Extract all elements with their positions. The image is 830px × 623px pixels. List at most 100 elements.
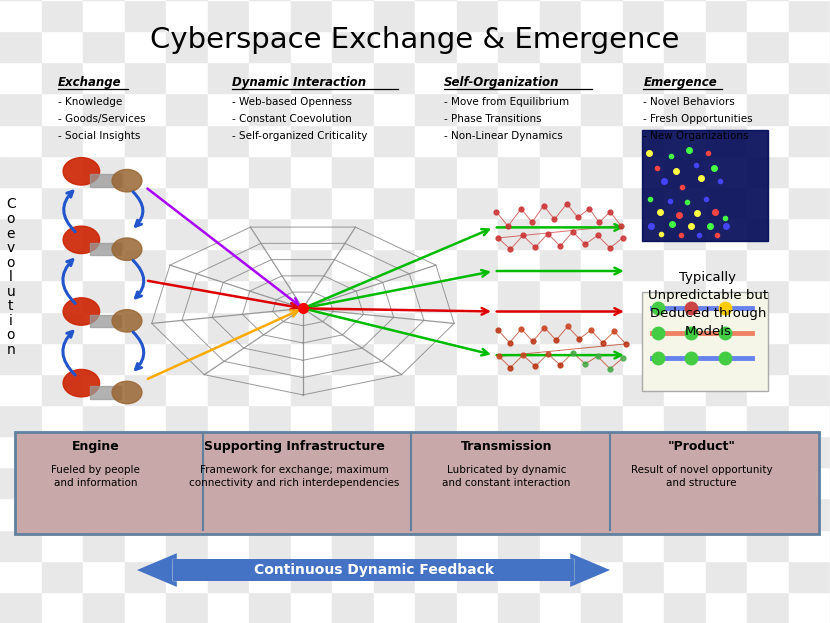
Bar <box>290 436 332 467</box>
Bar <box>374 187 415 218</box>
Bar <box>374 592 415 623</box>
Bar <box>498 187 540 218</box>
Bar <box>83 436 124 467</box>
Text: Dynamic Interaction: Dynamic Interaction <box>232 76 367 88</box>
Bar <box>664 592 706 623</box>
Bar <box>581 62 622 93</box>
Bar <box>124 405 166 436</box>
Bar <box>0 467 42 498</box>
Bar <box>747 187 788 218</box>
Bar <box>208 405 249 436</box>
Bar <box>457 374 498 405</box>
Bar <box>42 467 83 498</box>
Bar <box>706 0 747 31</box>
Bar <box>415 0 457 31</box>
Bar <box>124 561 166 592</box>
Bar <box>124 0 166 31</box>
Bar <box>208 312 249 343</box>
Bar <box>290 156 332 187</box>
Bar <box>374 218 415 249</box>
Bar <box>124 187 166 218</box>
Bar <box>208 31 249 62</box>
Bar <box>622 62 664 93</box>
Bar <box>581 312 622 343</box>
FancyBboxPatch shape <box>15 432 819 534</box>
Bar <box>332 561 374 592</box>
Bar <box>706 125 747 156</box>
Bar <box>208 249 249 280</box>
Bar <box>498 249 540 280</box>
Bar <box>498 530 540 561</box>
Text: Lubricated by dynamic
and constant interaction: Lubricated by dynamic and constant inter… <box>442 465 570 488</box>
Bar <box>374 436 415 467</box>
Bar <box>249 561 290 592</box>
Text: - Self-organized Criticality: - Self-organized Criticality <box>232 131 368 141</box>
Bar <box>42 156 83 187</box>
Bar <box>788 498 830 530</box>
Bar <box>540 0 581 31</box>
Bar <box>498 312 540 343</box>
Bar <box>706 592 747 623</box>
Bar <box>415 31 457 62</box>
Bar <box>0 280 42 312</box>
Bar <box>83 561 124 592</box>
Circle shape <box>112 310 142 332</box>
Bar <box>747 530 788 561</box>
Bar <box>290 93 332 125</box>
Bar <box>457 125 498 156</box>
Bar <box>290 187 332 218</box>
Bar <box>83 31 124 62</box>
Bar <box>332 218 374 249</box>
Bar <box>706 530 747 561</box>
Bar <box>581 31 622 62</box>
Bar <box>249 93 290 125</box>
Text: - Non-Linear Dynamics: - Non-Linear Dynamics <box>444 131 563 141</box>
Bar <box>290 218 332 249</box>
Circle shape <box>63 158 100 185</box>
Bar <box>788 374 830 405</box>
Bar <box>706 156 747 187</box>
Bar <box>374 312 415 343</box>
Bar <box>498 561 540 592</box>
Bar <box>124 218 166 249</box>
Bar <box>706 561 747 592</box>
Bar <box>457 592 498 623</box>
Bar <box>622 125 664 156</box>
Bar <box>332 592 374 623</box>
Bar <box>42 561 83 592</box>
Bar <box>208 125 249 156</box>
Bar <box>42 249 83 280</box>
Bar <box>374 561 415 592</box>
Bar <box>374 31 415 62</box>
Bar <box>374 343 415 374</box>
Bar <box>788 0 830 31</box>
Bar <box>581 498 622 530</box>
Bar <box>208 436 249 467</box>
Bar <box>706 218 747 249</box>
Bar <box>332 280 374 312</box>
Bar <box>788 31 830 62</box>
Bar <box>374 467 415 498</box>
Bar <box>166 467 208 498</box>
Bar <box>498 62 540 93</box>
Bar <box>788 218 830 249</box>
Bar <box>290 62 332 93</box>
Text: - Move from Equilibrium: - Move from Equilibrium <box>444 97 569 107</box>
Bar <box>90 315 121 327</box>
Bar <box>498 592 540 623</box>
Bar <box>457 312 498 343</box>
Bar <box>42 125 83 156</box>
Bar <box>83 0 124 31</box>
Bar <box>622 467 664 498</box>
Bar <box>457 280 498 312</box>
Bar <box>540 592 581 623</box>
Bar <box>622 187 664 218</box>
Bar <box>664 312 706 343</box>
Bar <box>664 343 706 374</box>
Bar <box>747 0 788 31</box>
FancyArrow shape <box>570 553 610 587</box>
Bar <box>706 405 747 436</box>
Bar <box>290 530 332 561</box>
Bar <box>332 249 374 280</box>
FancyBboxPatch shape <box>642 292 768 391</box>
